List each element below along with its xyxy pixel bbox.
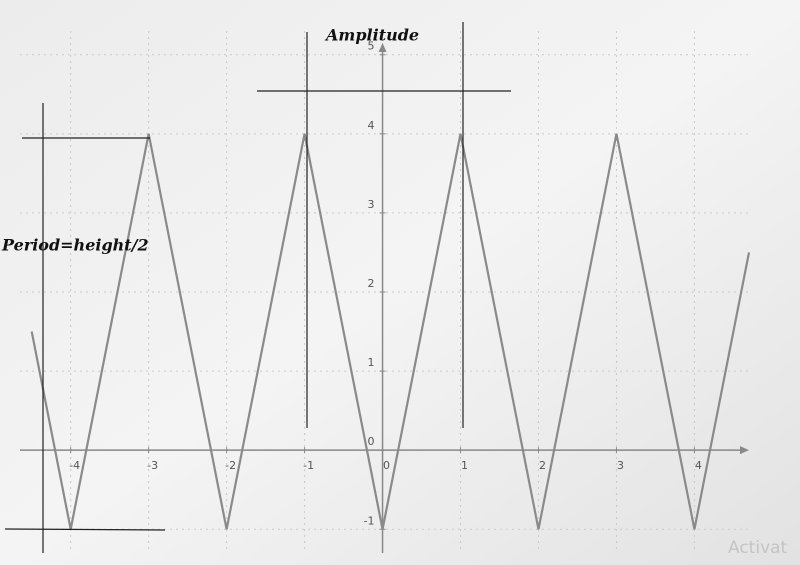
annotation: Period=height/2 — [1, 236, 149, 255]
y-tick-label: 4 — [368, 119, 375, 132]
y-tick-label: 5 — [368, 40, 375, 53]
plot — [30, 133, 751, 530]
data-line — [30, 133, 751, 530]
annotation-line — [4, 528, 166, 531]
y-axis-arrow — [378, 43, 387, 52]
axes: -4 -3 -2 -1 0 1 2 3 4 -1 0 1 2 3 4 5 — [20, 40, 749, 553]
y-tick-label: 1 — [368, 356, 375, 369]
y-tick-label: 3 — [368, 198, 375, 211]
x-tick-label: 0 — [383, 459, 390, 472]
y-tick-label: -1 — [364, 514, 375, 527]
x-tick-label: -4 — [69, 459, 80, 472]
x-tick-label: 3 — [617, 459, 624, 472]
x-tick-label: 1 — [461, 459, 468, 472]
x-tick-label: -1 — [303, 459, 314, 472]
annotation-lines — [4, 22, 511, 553]
x-tick-label: 4 — [695, 459, 702, 472]
y-tick-label: 0 — [368, 435, 375, 448]
x-axis-arrow — [740, 446, 749, 455]
annotation: Amplitude — [324, 26, 419, 45]
x-tick-label: -2 — [225, 459, 236, 472]
y-tick-label: 2 — [368, 277, 375, 290]
watermark: Activat — [728, 538, 788, 558]
x-tick-label: -3 — [147, 459, 158, 472]
x-tick-label: 2 — [539, 459, 546, 472]
